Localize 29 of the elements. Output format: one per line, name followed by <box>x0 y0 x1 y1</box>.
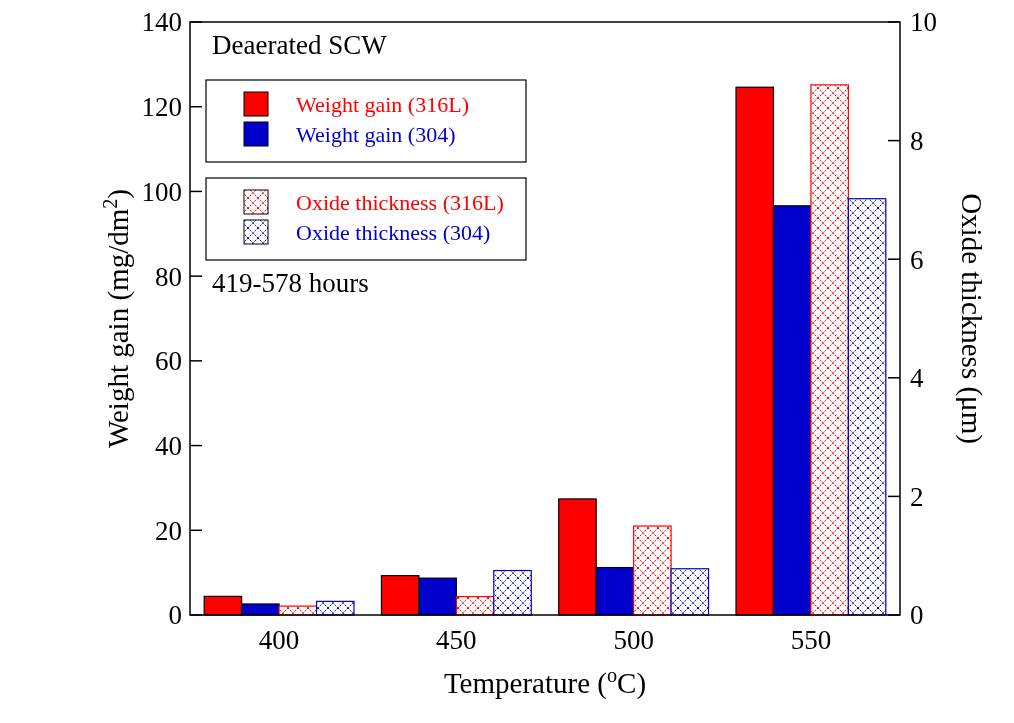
legend-label: Weight gain (304) <box>296 121 456 147</box>
y2-tick-label: 6 <box>910 244 924 275</box>
bar <box>847 198 887 616</box>
x-tick-label: 550 <box>790 625 832 655</box>
y-tick-label: 100 <box>141 176 182 207</box>
y-tick-label: 80 <box>155 261 182 292</box>
bar <box>493 569 532 616</box>
y2-tick-label: 10 <box>910 7 937 38</box>
legend-label: Oxide thickness (304) <box>296 219 491 245</box>
x-tick-label: 450 <box>436 625 477 655</box>
y-tick-label: 0 <box>168 600 182 631</box>
y2-tick-label: 4 <box>910 363 924 394</box>
x-tick-label: 500 <box>613 625 654 655</box>
y-tick-label: 140 <box>141 7 182 38</box>
y-tick-label: 40 <box>155 431 182 462</box>
y2-axis-title: Oxide thickness (μm) <box>955 193 988 444</box>
annotation: 419-578 hours <box>212 268 369 298</box>
y2-tick-label: 0 <box>910 600 924 631</box>
y-tick-label: 120 <box>141 92 182 123</box>
legend-label: Weight gain (316L) <box>296 91 469 117</box>
bar <box>670 568 710 616</box>
x-tick-label: 400 <box>258 625 300 655</box>
y-tick-label: 60 <box>155 346 182 377</box>
y2-tick-label: 8 <box>910 126 924 157</box>
x-axis-title: Temperature ($^{o}$C) <box>443 664 647 700</box>
legend-label: Oxide thickness (316L) <box>296 189 504 215</box>
y-tick-label: 20 <box>155 515 182 546</box>
y2-tick-label: 2 <box>910 481 924 512</box>
annotation: Deaerated SCW <box>212 30 388 60</box>
